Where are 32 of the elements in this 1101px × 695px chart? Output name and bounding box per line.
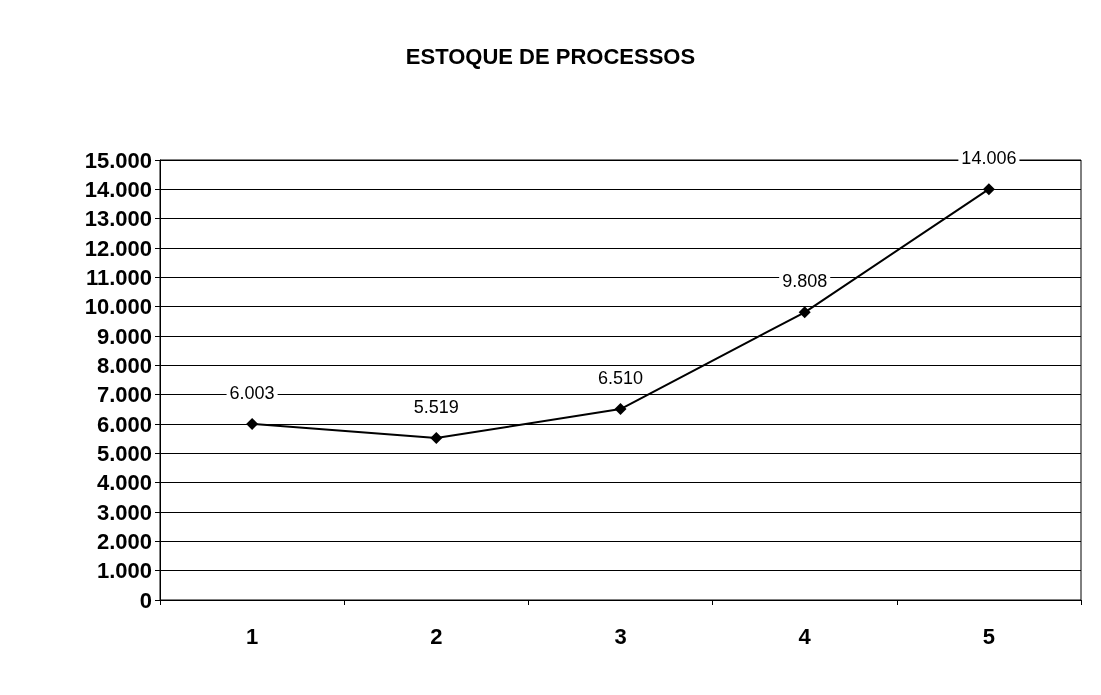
data-label: 9.808 [782, 271, 828, 292]
y-tick-label: 7.000 [96, 382, 152, 408]
y-tick-label: 9.000 [96, 323, 152, 349]
x-tick-label: 5 [982, 623, 996, 649]
chart-title: ESTOQUE DE PROCESSOS [405, 43, 696, 69]
point [246, 417, 259, 430]
x-tick-label: 1 [245, 623, 259, 649]
x-tick-label: 2 [430, 623, 443, 649]
y-tick-label: 10.000 [84, 294, 152, 320]
y-tick-label: 12.000 [84, 235, 152, 261]
y-tick-label: 5.000 [96, 440, 152, 466]
y-tick-label: 3.000 [96, 499, 152, 525]
y-tick-label: 4.000 [96, 470, 152, 496]
y-tick-label: 8.000 [96, 352, 152, 378]
y-tick-label: 11.000 [85, 264, 152, 290]
y-tick-label: 15.000 [84, 147, 152, 173]
point [430, 432, 443, 445]
x-tick-label: 3 [614, 623, 627, 649]
data-label: 14.006 [961, 148, 1017, 169]
y-tick-label: 14.000 [84, 176, 152, 202]
point [982, 183, 995, 196]
data-label: 5.519 [413, 397, 459, 418]
x-tick-label: 4 [798, 623, 812, 649]
y-tick-label: 2.000 [96, 528, 152, 554]
y-tick-label: 0 [139, 587, 152, 613]
y-tick-label: 1.000 [96, 558, 152, 584]
y-tick-label: 13.000 [84, 206, 152, 232]
data-label: 6.003 [229, 382, 275, 403]
y-tick-label: 6.000 [96, 411, 152, 437]
data-label: 6.510 [597, 368, 644, 389]
point [798, 306, 811, 319]
point [614, 403, 627, 416]
